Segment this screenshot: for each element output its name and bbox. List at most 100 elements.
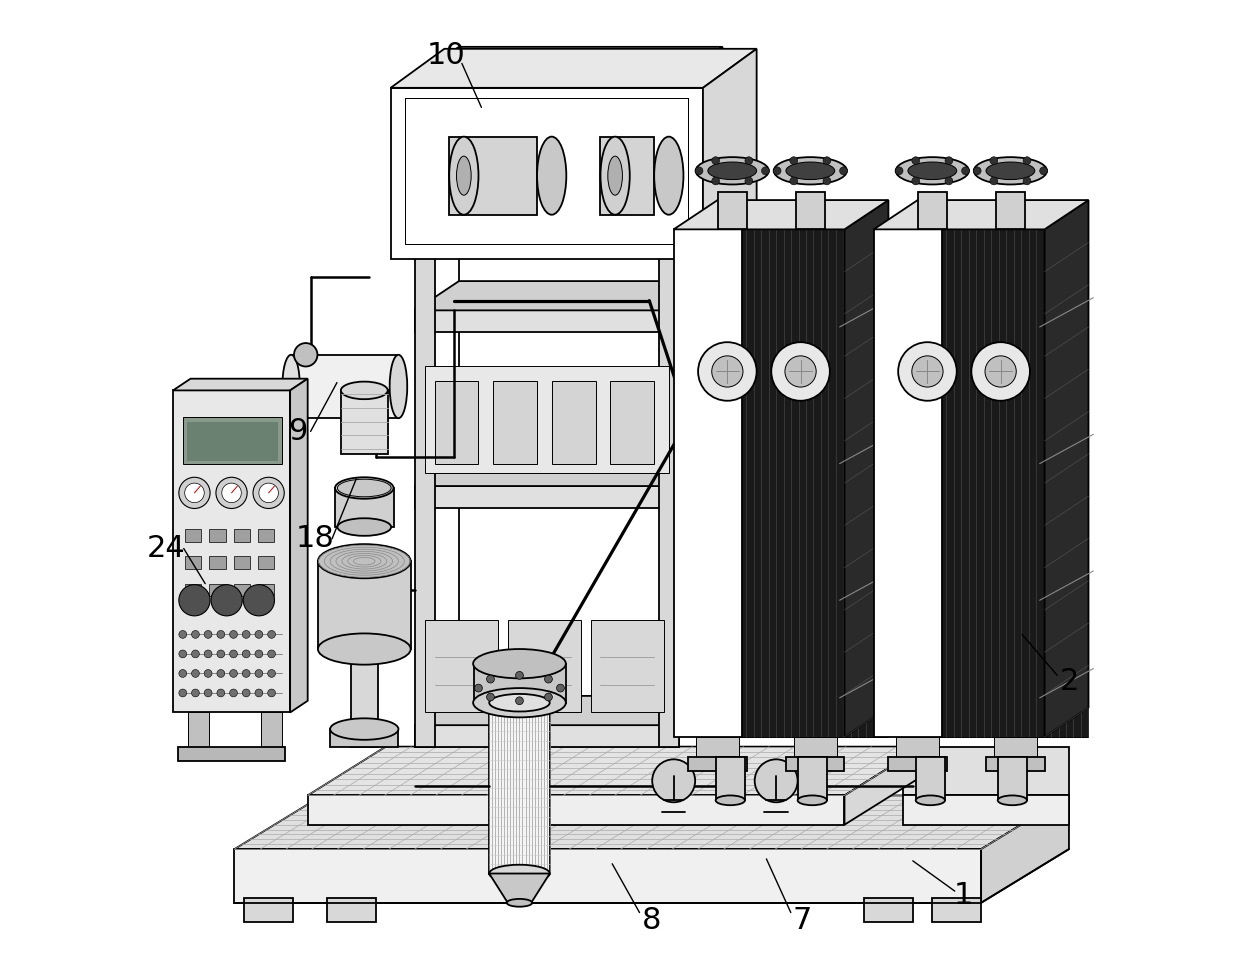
Text: 8: 8 xyxy=(641,906,661,935)
Circle shape xyxy=(205,630,212,638)
Polygon shape xyxy=(415,457,723,486)
Bar xyxy=(434,381,479,464)
Ellipse shape xyxy=(600,137,630,215)
Circle shape xyxy=(217,670,224,677)
Bar xyxy=(258,556,274,569)
Bar xyxy=(874,229,942,737)
Circle shape xyxy=(179,689,187,697)
Bar xyxy=(715,757,745,800)
Bar xyxy=(658,98,678,747)
Ellipse shape xyxy=(696,157,769,184)
Circle shape xyxy=(216,477,247,508)
Circle shape xyxy=(191,630,200,638)
Ellipse shape xyxy=(317,633,410,665)
Circle shape xyxy=(544,693,552,701)
Bar xyxy=(415,98,434,747)
Ellipse shape xyxy=(973,157,1047,184)
Text: 24: 24 xyxy=(146,534,186,563)
Bar xyxy=(327,898,376,922)
Circle shape xyxy=(486,675,495,683)
Ellipse shape xyxy=(537,137,567,215)
Bar xyxy=(405,98,688,244)
Bar xyxy=(174,390,290,712)
Polygon shape xyxy=(174,379,308,390)
Ellipse shape xyxy=(507,899,532,907)
Ellipse shape xyxy=(337,518,391,536)
Circle shape xyxy=(229,689,237,697)
Bar xyxy=(319,561,412,649)
Ellipse shape xyxy=(389,354,407,418)
Circle shape xyxy=(557,684,564,692)
Bar xyxy=(415,76,678,98)
Circle shape xyxy=(217,630,224,638)
Circle shape xyxy=(205,689,212,697)
Circle shape xyxy=(712,356,743,387)
Circle shape xyxy=(268,670,275,677)
Circle shape xyxy=(211,585,242,616)
Circle shape xyxy=(516,697,523,705)
Bar xyxy=(330,729,398,747)
Bar xyxy=(996,192,1025,229)
Circle shape xyxy=(255,650,263,658)
Ellipse shape xyxy=(895,157,968,184)
Circle shape xyxy=(839,167,847,175)
Bar xyxy=(405,98,688,244)
Polygon shape xyxy=(981,795,1069,903)
Bar xyxy=(182,417,283,464)
Ellipse shape xyxy=(655,137,683,215)
Ellipse shape xyxy=(341,382,388,399)
Circle shape xyxy=(179,670,187,677)
Circle shape xyxy=(990,177,998,184)
Bar xyxy=(258,529,274,542)
Bar xyxy=(291,354,398,418)
Circle shape xyxy=(698,343,756,401)
Polygon shape xyxy=(415,696,723,725)
Polygon shape xyxy=(678,47,723,98)
Bar xyxy=(258,584,274,596)
Polygon shape xyxy=(415,281,723,310)
Circle shape xyxy=(911,177,920,184)
Circle shape xyxy=(255,670,263,677)
Polygon shape xyxy=(234,849,981,903)
Polygon shape xyxy=(308,747,923,795)
Bar xyxy=(391,88,703,259)
Circle shape xyxy=(253,477,284,508)
Bar xyxy=(425,366,668,473)
Circle shape xyxy=(179,585,210,616)
Polygon shape xyxy=(234,795,1069,849)
Ellipse shape xyxy=(283,354,300,418)
Bar xyxy=(233,529,250,542)
Circle shape xyxy=(191,670,200,677)
Ellipse shape xyxy=(786,162,835,180)
Bar xyxy=(474,664,567,703)
Circle shape xyxy=(185,483,205,503)
Circle shape xyxy=(516,671,523,679)
Polygon shape xyxy=(903,795,1069,825)
Circle shape xyxy=(486,693,495,701)
Bar xyxy=(897,737,939,758)
Circle shape xyxy=(898,343,957,401)
Ellipse shape xyxy=(456,156,471,195)
Circle shape xyxy=(823,157,831,165)
Ellipse shape xyxy=(317,544,410,578)
Circle shape xyxy=(990,157,998,165)
Circle shape xyxy=(1023,177,1030,184)
Bar xyxy=(796,192,825,229)
Circle shape xyxy=(823,177,831,184)
Circle shape xyxy=(1023,157,1030,165)
Circle shape xyxy=(895,167,903,175)
Ellipse shape xyxy=(335,477,393,499)
Circle shape xyxy=(205,670,212,677)
Bar xyxy=(244,898,293,922)
Bar xyxy=(507,620,582,712)
Bar xyxy=(260,712,283,752)
Ellipse shape xyxy=(474,688,565,717)
Bar xyxy=(718,192,746,229)
Polygon shape xyxy=(844,747,923,825)
Circle shape xyxy=(961,167,970,175)
Circle shape xyxy=(774,167,781,175)
Text: 7: 7 xyxy=(792,906,812,935)
Bar xyxy=(998,757,1027,800)
Circle shape xyxy=(544,675,552,683)
Circle shape xyxy=(790,177,797,184)
